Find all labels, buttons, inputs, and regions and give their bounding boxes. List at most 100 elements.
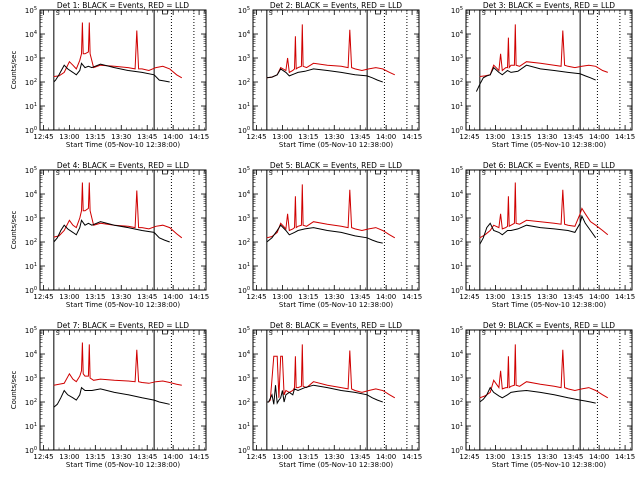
x-tick-label: 12:45: [246, 293, 266, 301]
x-tick-label: 13:00: [485, 453, 505, 461]
y-tick-label: 101: [451, 422, 463, 431]
series-events-line: [53, 386, 170, 408]
x-tick-label: 13:30: [111, 293, 131, 301]
plot-frame: [39, 169, 207, 291]
y-tick-exponent: 3: [247, 214, 250, 220]
y-tick-base: 10: [238, 375, 247, 383]
panel-title: Det 5: BLACK = Events, RED = LLD: [270, 161, 402, 170]
x-tick-label: 14:15: [402, 133, 422, 141]
panel-title: Det 3: BLACK = Events, RED = LLD: [483, 1, 615, 10]
y-tick-exponent: 5: [247, 326, 250, 332]
x-tick-label: 14:00: [163, 453, 183, 461]
y-tick-exponent: 2: [34, 238, 37, 244]
start-marker: S: [482, 10, 486, 17]
y-tick-label: 103: [25, 54, 37, 63]
x-tick-label: 13:30: [324, 453, 344, 461]
x-tick-label: 13:45: [563, 133, 583, 141]
y-tick-exponent: 1: [247, 262, 250, 268]
y-axis-label: Counts/sec: [10, 371, 18, 410]
y-tick-exponent: 2: [247, 78, 250, 84]
y-tick-label: 103: [238, 54, 250, 63]
x-tick-label: 13:15: [511, 293, 531, 301]
y-tick-exponent: 5: [460, 6, 463, 12]
y-tick-exponent: 3: [460, 54, 463, 60]
y-tick-exponent: 0: [34, 446, 37, 452]
y-tick-label: 103: [451, 374, 463, 383]
y-tick-exponent: 1: [247, 422, 250, 428]
y-tick-label: 103: [238, 374, 250, 383]
panel-title: Det 8: BLACK = Events, RED = LLD: [270, 321, 402, 330]
y-tick-exponent: 1: [34, 422, 37, 428]
start-marker: S: [269, 10, 273, 17]
x-tick-label: 12:45: [33, 293, 53, 301]
series-events-line: [266, 384, 383, 405]
y-tick-label: 105: [25, 6, 37, 15]
y-tick-label: 105: [451, 166, 463, 175]
series-lld-line: [266, 184, 396, 239]
x-axis-label: Start Time (05-Nov-10 12:38:00): [492, 141, 606, 149]
x-tick-label: 14:00: [376, 453, 396, 461]
y-tick-base: 10: [451, 423, 460, 431]
x-tick-label: 14:00: [376, 133, 396, 141]
y-tick-exponent: 3: [34, 54, 37, 60]
end-marker: [375, 169, 381, 175]
y-tick-label: 104: [25, 350, 37, 359]
y-tick-base: 10: [25, 167, 34, 175]
y-tick-label: 101: [238, 102, 250, 111]
y-tick-base: 10: [25, 375, 34, 383]
y-axis-label: Counts/sec: [10, 211, 18, 250]
y-tick-base: 10: [25, 351, 34, 359]
x-tick-label: 13:00: [272, 293, 292, 301]
plot-frame: [39, 9, 207, 131]
y-tick-label: 102: [451, 78, 463, 87]
y-tick-label: 105: [238, 166, 250, 175]
x-tick-label: 13:15: [85, 293, 105, 301]
y-tick-label: 104: [25, 30, 37, 39]
y-tick-label: 102: [451, 238, 463, 247]
panel-title: Det 9: BLACK = Events, RED = LLD: [483, 321, 615, 330]
y-tick-exponent: 0: [460, 286, 463, 292]
start-marker: S: [56, 10, 60, 17]
y-tick-base: 10: [451, 375, 460, 383]
y-tick-label: 101: [238, 422, 250, 431]
x-axis-label: Start Time (05-Nov-10 12:38:00): [279, 301, 393, 309]
y-tick-base: 10: [25, 7, 34, 15]
y-tick-label: 101: [25, 422, 37, 431]
y-tick-label: 105: [238, 326, 250, 335]
y-tick-exponent: 0: [460, 446, 463, 452]
y-tick-exponent: 4: [34, 350, 37, 356]
x-tick-label: 13:45: [563, 453, 583, 461]
y-tick-base: 10: [238, 191, 247, 199]
x-tick-label: 13:30: [111, 133, 131, 141]
x-tick-label: 13:00: [272, 133, 292, 141]
x-tick-label: 13:45: [350, 133, 370, 141]
y-tick-label: 101: [451, 102, 463, 111]
plot-frame: [252, 9, 420, 131]
y-tick-label: 101: [238, 262, 250, 271]
series-lld-line: [479, 24, 608, 77]
y-tick-exponent: 1: [247, 102, 250, 108]
x-tick-label: 14:15: [615, 453, 635, 461]
x-tick-label: 13:15: [85, 453, 105, 461]
y-tick-base: 10: [451, 327, 460, 335]
y-tick-base: 10: [451, 55, 460, 63]
y-tick-label: 105: [25, 326, 37, 335]
x-tick-label: 12:45: [459, 133, 479, 141]
end-marker: [588, 329, 594, 335]
y-tick-label: 104: [238, 190, 250, 199]
y-tick-base: 10: [451, 167, 460, 175]
y-tick-label: 100: [25, 126, 37, 135]
y-tick-exponent: 2: [247, 238, 250, 244]
x-tick-label: 14:15: [189, 293, 209, 301]
y-tick-label: 100: [451, 446, 463, 455]
x-tick-label: 14:00: [163, 133, 183, 141]
y-tick-exponent: 4: [34, 190, 37, 196]
x-tick-label: 13:15: [511, 133, 531, 141]
x-tick-label: 12:45: [459, 293, 479, 301]
y-tick-exponent: 3: [247, 54, 250, 60]
y-tick-base: 10: [25, 447, 34, 455]
y-tick-label: 102: [25, 238, 37, 247]
x-tick-label: 12:45: [246, 453, 266, 461]
